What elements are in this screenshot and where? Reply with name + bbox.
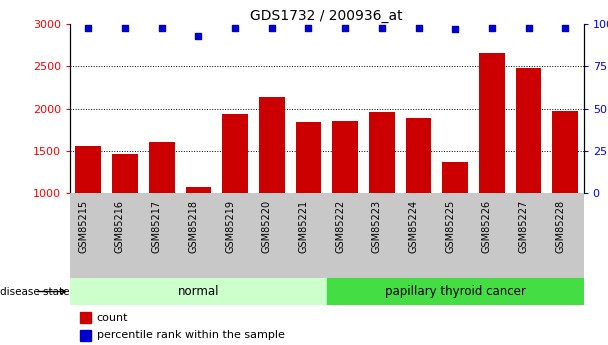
Point	[230, 25, 240, 30]
Bar	[185, 187, 211, 193]
Bar	[369, 112, 395, 193]
Point	[413, 25, 423, 30]
Point	[267, 25, 277, 30]
Bar	[112, 154, 138, 193]
Text: papillary thyroid cancer: papillary thyroid cancer	[385, 285, 526, 298]
Text: GSM85223: GSM85223	[372, 200, 382, 253]
Bar	[333, 121, 358, 193]
Point	[561, 25, 570, 30]
Point	[340, 25, 350, 30]
Point	[83, 25, 93, 30]
Bar	[327, 193, 364, 278]
Text: GSM85222: GSM85222	[335, 200, 345, 253]
Text: GSM85220: GSM85220	[262, 200, 272, 253]
Text: GSM85219: GSM85219	[225, 200, 235, 253]
Bar	[216, 193, 254, 278]
Text: GSM85215: GSM85215	[78, 200, 88, 253]
Point	[303, 25, 313, 30]
Point	[120, 25, 130, 30]
Bar	[259, 97, 285, 193]
Point	[451, 27, 460, 32]
Text: count: count	[97, 313, 128, 323]
Text: GSM85227: GSM85227	[519, 200, 528, 253]
Text: normal: normal	[178, 285, 219, 298]
Bar	[143, 193, 180, 278]
Text: GSM85216: GSM85216	[115, 200, 125, 253]
Bar	[149, 142, 174, 193]
Text: GSM85221: GSM85221	[299, 200, 308, 253]
Bar	[547, 193, 584, 278]
Text: disease state: disease state	[0, 287, 69, 296]
Bar	[70, 193, 106, 278]
Point	[157, 25, 167, 30]
Text: GSM85217: GSM85217	[151, 200, 162, 253]
Bar	[254, 193, 290, 278]
Point	[377, 25, 387, 30]
Bar	[364, 193, 400, 278]
Bar	[400, 193, 437, 278]
Bar	[222, 114, 248, 193]
Bar	[479, 53, 505, 193]
Text: GSM85225: GSM85225	[445, 200, 455, 253]
Bar	[327, 278, 584, 305]
Bar	[80, 330, 91, 341]
Bar	[437, 193, 474, 278]
Text: GSM85226: GSM85226	[482, 200, 492, 253]
Point	[487, 25, 497, 30]
Text: GSM85218: GSM85218	[188, 200, 198, 253]
Bar	[80, 312, 91, 323]
Bar	[443, 162, 468, 193]
Bar	[553, 111, 578, 193]
Point	[523, 25, 533, 30]
Point	[193, 33, 203, 39]
Text: GSM85228: GSM85228	[555, 200, 565, 253]
Bar	[516, 68, 542, 193]
Title: GDS1732 / 200936_at: GDS1732 / 200936_at	[250, 9, 403, 23]
Text: percentile rank within the sample: percentile rank within the sample	[97, 331, 285, 341]
Bar	[75, 146, 101, 193]
Bar	[510, 193, 547, 278]
Bar	[180, 193, 216, 278]
Bar	[290, 193, 327, 278]
Bar	[295, 122, 321, 193]
Bar	[474, 193, 510, 278]
Bar	[406, 118, 432, 193]
Bar	[70, 278, 327, 305]
Bar	[106, 193, 143, 278]
Text: GSM85224: GSM85224	[409, 200, 418, 253]
